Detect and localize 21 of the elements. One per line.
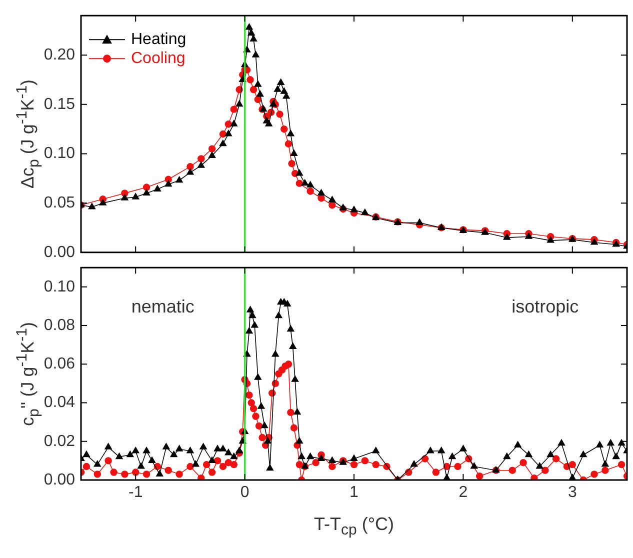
annotation: isotropic (512, 296, 579, 317)
x-tick-label: 3 (568, 484, 577, 502)
y-tick-label: 0.00 (44, 471, 76, 488)
y-tick-label: 0.04 (44, 394, 76, 412)
x-tick-label: 1 (350, 484, 359, 502)
x-tick-label: 2 (458, 484, 468, 502)
y-tick-label: 0.02 (44, 432, 76, 450)
y-tick-label: 0.00 (44, 244, 76, 261)
y-tick-label: 0.06 (44, 356, 76, 373)
y-tick-label: 0.20 (44, 46, 76, 64)
y-tick-label: 0.10 (44, 278, 76, 296)
x-tick-label: -1 (128, 484, 143, 502)
x-tick-label: 0 (240, 484, 250, 502)
y-tick-label: 0.10 (44, 145, 76, 162)
legend-label: Cooling (131, 50, 186, 68)
x-axis-title: T-T$_{cp}$ (°C) (314, 514, 394, 539)
y-tick-label: 0.05 (44, 194, 76, 212)
y-tick-label: 0.08 (44, 316, 76, 334)
y-tick-label: 0.15 (44, 96, 76, 113)
annotation: nematic (131, 296, 194, 317)
legend-label: Heating (131, 31, 186, 48)
